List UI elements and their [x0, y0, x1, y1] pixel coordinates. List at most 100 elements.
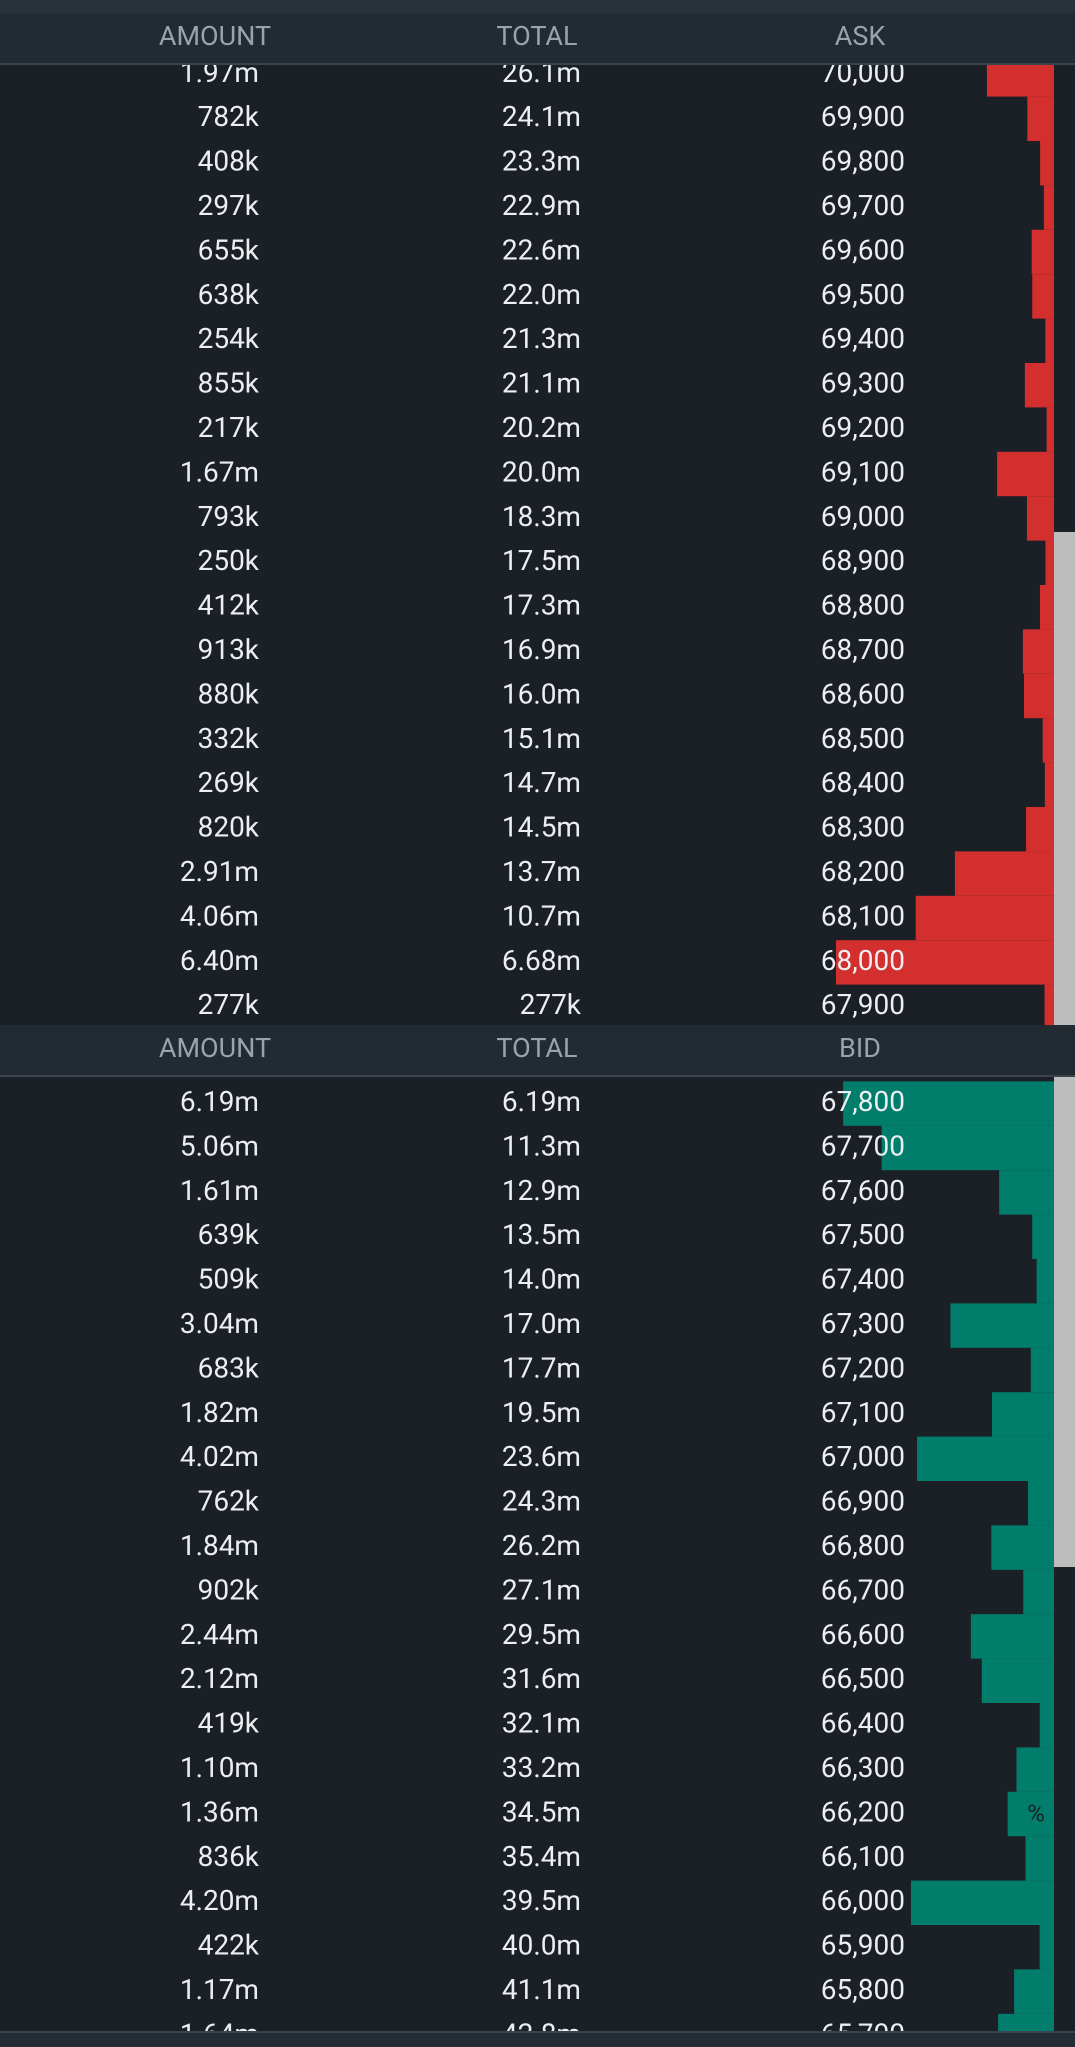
header-bg [0, 13, 1075, 64]
total: 16.9m [502, 633, 581, 666]
percent-button-bg[interactable] [1024, 1798, 1048, 1832]
depth-bar [917, 1436, 1054, 1481]
price: 66,100 [821, 1840, 905, 1873]
amount: 836k [198, 1840, 260, 1873]
depth-bar [1027, 96, 1054, 141]
amount: 683k [198, 1351, 260, 1384]
column-header: ASK [835, 20, 886, 52]
depth-bar [836, 940, 1054, 985]
amount: 4.06m [180, 899, 259, 932]
amount: 4.02m [180, 1440, 259, 1473]
depth-bar [1024, 363, 1054, 408]
depth-bar [915, 895, 1054, 941]
total: 14.5m [502, 811, 581, 844]
total: 22.6m [502, 233, 581, 266]
total: 16.0m [502, 677, 581, 710]
percent-button[interactable]: % [1027, 1799, 1045, 1827]
price: 68,400 [821, 766, 905, 799]
total: 12.9m [502, 1174, 581, 1207]
depth-bar [1042, 718, 1054, 763]
bid-rows: 6.19m 6.19m 67,800 5.06m 11.3m 67,700 1.61m 12.… [180, 1081, 1054, 2047]
amount: 6.40m [180, 944, 259, 977]
amount: 419k [198, 1707, 260, 1740]
total: 32.1m [502, 1707, 581, 1740]
price: 68,500 [821, 722, 905, 755]
amount: 3.04m [180, 1307, 259, 1340]
amount: 1.61m [180, 1174, 259, 1207]
total: 35.4m [502, 1840, 581, 1873]
depth-bar [1045, 318, 1054, 363]
bottom-border [0, 2031, 1075, 2033]
depth-bar [1016, 1747, 1054, 1792]
amount: 1.82m [180, 1396, 259, 1429]
price: 67,900 [821, 988, 905, 1021]
price: 69,800 [821, 145, 905, 178]
amount: 412k [198, 589, 260, 622]
price: 69,700 [821, 189, 905, 222]
total: 22.9m [502, 189, 581, 222]
total: 23.3m [502, 145, 581, 178]
depth-bar [1026, 807, 1054, 852]
headers: AMOUNT TOTAL ASK AMOUNT TOTAL BID [0, 0, 1075, 1077]
depth-bar [1026, 496, 1054, 541]
amount: 422k [198, 1929, 260, 1962]
depth-bar [1031, 229, 1054, 275]
price: 68,800 [821, 589, 905, 622]
total: 6.19m [502, 1085, 581, 1118]
depth-bar [843, 1081, 1054, 1126]
total: 21.1m [502, 367, 581, 400]
total: 33.2m [502, 1751, 581, 1784]
price: 67,400 [821, 1263, 905, 1296]
price: 66,300 [821, 1751, 905, 1784]
depth-bar [981, 1658, 1054, 1703]
total: 41.1m [502, 1973, 581, 2006]
price: 69,200 [821, 411, 905, 444]
amount: 250k [198, 544, 260, 577]
amount: 408k [198, 145, 260, 178]
price: 69,500 [821, 278, 905, 311]
total: 39.5m [502, 1884, 581, 1917]
depth-bar [950, 1303, 1054, 1348]
total: 24.1m [502, 100, 581, 133]
amount: 6.19m [180, 1085, 259, 1118]
amount: 5.06m [180, 1129, 259, 1162]
depth-bar [1045, 540, 1054, 585]
price: 67,700 [821, 1129, 905, 1162]
amount: 638k [198, 278, 260, 311]
column-header: AMOUNT [159, 20, 271, 52]
amount: 639k [198, 1218, 260, 1251]
depth-bar [1030, 1347, 1054, 1393]
depth-bar [1043, 185, 1054, 230]
total: 6.68m [502, 944, 581, 977]
amount: 782k [198, 100, 260, 133]
price: 69,400 [821, 322, 905, 355]
price: 68,900 [821, 544, 905, 577]
price: 69,900 [821, 100, 905, 133]
price: 66,800 [821, 1529, 905, 1562]
price: 67,300 [821, 1307, 905, 1340]
price: 69,300 [821, 367, 905, 400]
price: 66,700 [821, 1573, 905, 1606]
amount: 2.91m [180, 855, 259, 888]
amount: 1.17m [180, 1973, 259, 2006]
price: 67,100 [821, 1396, 905, 1429]
price: 68,700 [821, 633, 905, 666]
price: 66,000 [821, 1884, 905, 1917]
price: 68,200 [821, 855, 905, 888]
depth-bar [991, 1525, 1054, 1570]
total: 31.6m [502, 1662, 581, 1695]
amount: 1.36m [180, 1795, 259, 1828]
depth-bar [1040, 141, 1054, 186]
price: 67,800 [821, 1085, 905, 1118]
price: 66,400 [821, 1707, 905, 1740]
depth-bar [1022, 629, 1054, 674]
total: 277k [520, 988, 582, 1021]
price: 68,600 [821, 677, 905, 710]
total: 14.7m [502, 766, 581, 799]
total: 11.3m [502, 1129, 581, 1162]
price: 65,900 [821, 1929, 905, 1962]
depth-bar [1036, 1259, 1054, 1304]
